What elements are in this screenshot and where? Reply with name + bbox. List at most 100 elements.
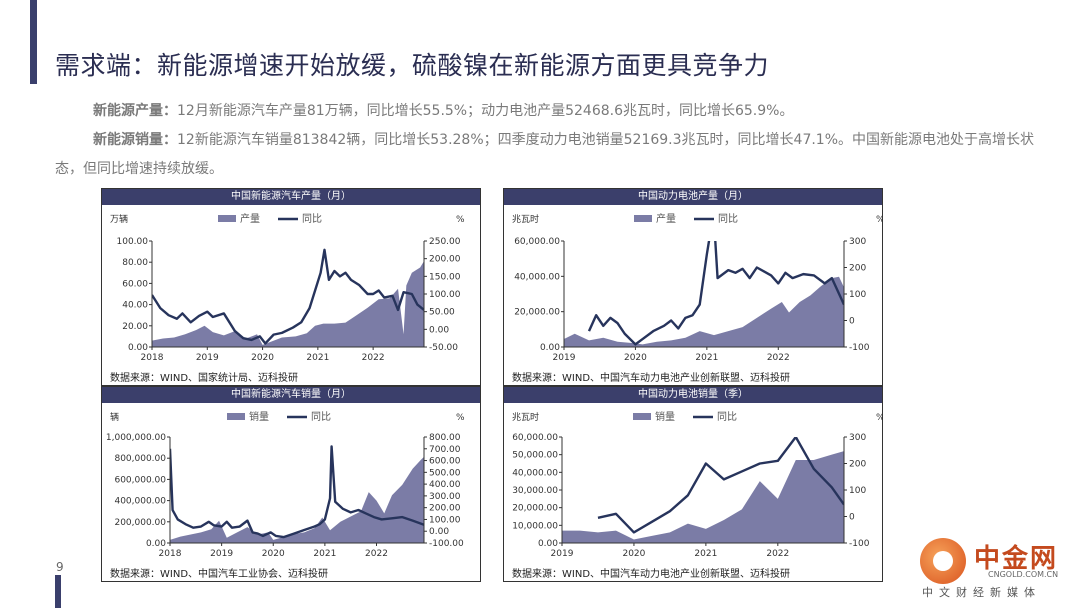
y-tick-label-left: 100.00 [117,237,149,247]
legend-swatch-area [634,215,652,222]
line-series [587,241,844,346]
footer-accent-bar [55,575,61,608]
y-tick-label-left: 0.00 [146,539,166,549]
x-tick-label: 2019 [196,353,219,363]
area-series [562,451,844,543]
slide-title: 需求端：新能源增速开始放缓，硫酸镍在新能源方面更具竞争力 [55,51,770,80]
y-tick-label-left: 20,000.00 [514,308,560,318]
x-tick-label: 2022 [767,353,790,363]
title-accent-bar [30,0,37,84]
x-tick-label: 2022 [365,549,388,559]
chart-title: 中国动力电池产量（月） [504,189,882,205]
paragraph-sales: 新能源销量：12新能源汽车销量813842辆，同比增长53.28%；四季度动力电… [55,126,1040,184]
x-tick-label: 2019 [553,353,576,363]
x-tick-label: 2020 [624,353,647,363]
y-tick-label-left: 0.00 [538,539,558,549]
chart-panel-ev-sales: 中国新能源汽车销量（月） 销量 同比 辆% 0.00 200,000.00 400,000… [101,386,481,582]
y-tick-label-right: 0 [849,513,855,523]
y-tick-label-right: 700.00 [429,445,461,455]
y-tick-label-right: 500.00 [429,468,461,478]
y-axis-unit-left: 兆瓦时 [512,213,539,225]
legend-label-line: 同比 [302,213,322,225]
y-tick-label-left: 80.00 [122,258,148,268]
area-series [564,276,844,347]
legend-label-area: 销量 [655,410,675,423]
production-text: 12月新能源汽车产量81万辆，同比增长55.5%；动力电池产量52468.6兆瓦… [177,103,794,119]
y-tick-label-right: -100.00 [429,539,464,549]
y-axis-unit-right: % [876,413,882,423]
battery-sales-chart: 销量 同比 兆瓦时% 0.00 10,000.00 20,000.00 30,000.00 4… [512,410,882,559]
y-axis-unit-left: 万辆 [110,213,128,225]
chart-panel-battery-production: 中国动力电池产量（月） 产量 同比 兆瓦时% 0.00 20,000.00 40,000.… [503,188,883,386]
chart-source: 数据来源：WIND、中国汽车工业协会、迈科投研 [110,569,329,580]
logo: 中金网 CNGOLD.COM.CN 中文财经新媒体 [920,536,1070,602]
y-tick-label-right: 200.00 [429,504,461,514]
chart-title: 中国新能源汽车销量（月） [102,387,480,403]
battery-production-chart: 产量 同比 兆瓦时% 0.00 20,000.00 40,000.00 60,000.00 -… [512,212,882,363]
legend-label-area: 销量 [249,410,269,423]
x-tick-label: 2018 [159,549,182,559]
legend-swatch-area [218,215,236,222]
x-tick-label: 2022 [362,353,385,363]
area-series [170,456,424,543]
chart-source: 数据来源：WIND、国家统计局、迈科投研 [110,373,299,384]
y-tick-label-left: 60,000.00 [512,433,558,443]
legend-label-area: 产量 [656,212,676,225]
y-tick-label-right: 200 [849,460,866,470]
x-tick-label: 2021 [695,353,718,363]
line-series [170,445,424,539]
y-tick-label-left: 30,000.00 [512,486,558,496]
y-tick-label-left: 40,000.00 [514,272,560,282]
logo-main-text: 中金网 [974,544,1059,574]
y-axis-unit-left: 辆 [110,411,119,423]
y-tick-label-right: 300 [849,237,866,247]
y-tick-label-right: 100 [849,290,866,300]
y-tick-label-left: 60,000.00 [514,237,560,247]
y-tick-label-right: 600.00 [429,457,461,467]
line-series [597,437,844,534]
y-tick-label-left: 60.00 [122,279,148,289]
ev-production-chart: 产量 同比 万辆 % 0.00 20.00 40.00 60.00 80.00 100.00 -50… [110,212,465,363]
y-tick-label-left: 800,000.00 [114,454,166,464]
legend-swatch-area [633,413,651,420]
y-tick-label-right: 200.00 [429,255,461,265]
x-tick-label: 2021 [694,549,717,559]
x-tick-label: 2019 [210,549,233,559]
y-tick-label-right: 800.00 [429,433,461,443]
y-tick-label-right: 100 [849,486,866,496]
y-tick-label-left: 400,000.00 [114,497,166,507]
x-tick-label: 2020 [622,549,645,559]
chart-source: 数据来源：WIND、中国汽车动力电池产业创新联盟、迈科投研 [512,373,791,384]
y-tick-label-left: 600,000.00 [114,475,166,485]
chart-source: 数据来源：WIND、中国汽车动力电池产业创新联盟、迈科投研 [512,569,791,580]
x-tick-label: 2020 [251,353,274,363]
y-tick-label-right: 200 [849,264,866,274]
y-axis-unit-right: % [456,413,465,423]
legend-label-line: 同比 [311,411,331,423]
x-tick-label: 2018 [141,353,164,363]
y-tick-label-right: 50.00 [429,308,455,318]
y-tick-label-right: 0.00 [429,325,449,335]
y-tick-label-left: 20,000.00 [512,504,558,514]
y-tick-label-left: 40.00 [122,301,148,311]
paragraph-production: 新能源产量：12月新能源汽车产量81万辆，同比增长55.5%；动力电池产量524… [55,97,1040,126]
x-tick-label: 2019 [551,549,574,559]
x-tick-label: 2021 [306,353,329,363]
y-tick-label-right: 300.00 [429,492,461,502]
x-tick-label: 2021 [313,549,336,559]
y-tick-label-right: 100.00 [429,290,461,300]
y-tick-label-left: 200,000.00 [114,518,166,528]
chart-title: 中国动力电池销量（季） [504,387,882,403]
y-axis-unit-right: % [876,215,882,225]
y-tick-label-right: -100 [849,539,870,549]
production-label: 新能源产量： [93,103,177,119]
y-tick-label-left: 0.00 [540,343,560,353]
x-tick-label: 2020 [262,549,285,559]
y-tick-label-right: 300 [849,433,866,443]
y-tick-label-right: 0 [849,317,855,327]
y-tick-label-left: 40,000.00 [512,468,558,478]
x-tick-label: 2022 [766,549,789,559]
line-series [152,248,424,345]
legend-label-area: 产量 [240,212,260,225]
y-tick-label-left: 1,000,000.00 [106,433,166,443]
